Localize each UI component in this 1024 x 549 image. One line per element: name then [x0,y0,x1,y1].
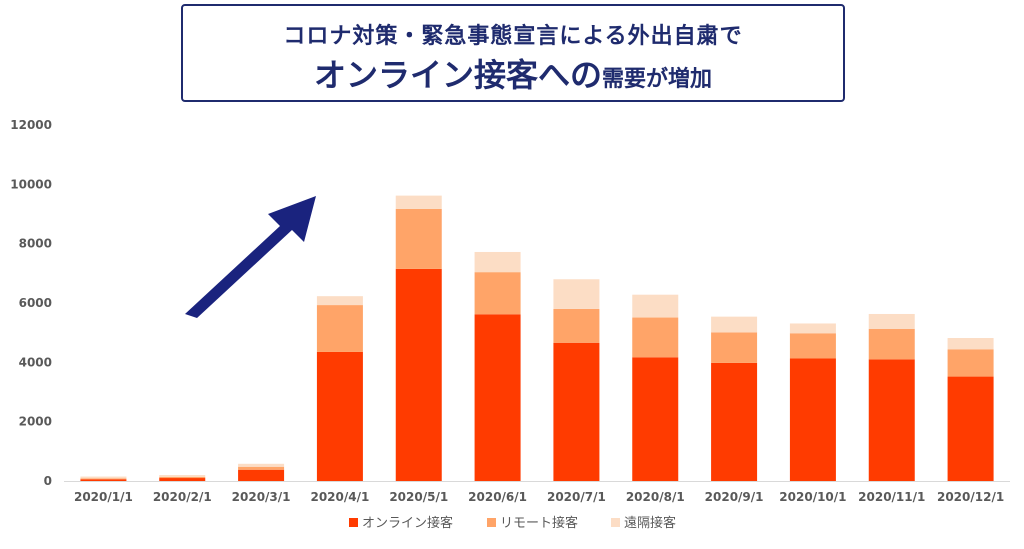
bar-segment-series-0 [789,358,836,481]
y-tick-label: 2000 [19,415,52,429]
bar-segment-series-1 [395,208,442,269]
bar-segment-series-2 [553,279,600,309]
x-tick-label: 2020/6/1 [468,490,527,504]
bar-segment-series-0 [395,268,442,481]
bar-segment-series-2 [238,463,285,467]
x-tick-label: 2020/4/1 [310,490,369,504]
growth-arrow [185,196,316,318]
x-tick-label: 2020/1/1 [74,490,133,504]
legend-swatch-series-1 [487,518,496,527]
bar-segment-series-1 [159,476,206,479]
bar-segment-series-0 [316,351,363,481]
bar-segment-series-1 [947,349,994,377]
x-tick-label: 2020/11/1 [858,490,925,504]
bar-segment-series-1 [632,317,679,358]
bar-segment-series-1 [868,328,915,360]
headline-suffix: 需要が増加 [602,67,713,92]
bar-segment-series-0 [868,359,915,481]
bar-segment-series-1 [711,332,758,363]
x-tick-label: 2020/3/1 [232,490,291,504]
y-tick-label: 10000 [10,177,52,191]
bar-segment-series-1 [789,333,836,359]
bar-segment-series-2 [316,296,363,306]
y-tick-label: 8000 [19,237,52,251]
legend-label-series-0: オンライン接客 [362,515,453,531]
bars [80,195,994,481]
bar-segment-series-2 [789,323,836,334]
y-tick-label: 12000 [10,118,52,132]
bar-segment-series-0 [159,478,206,481]
bar-segment-series-1 [316,305,363,352]
y-tick-label: 0 [44,474,52,488]
bar-segment-series-0 [474,314,521,481]
headline-emphasis: オンライン接客への [313,56,602,94]
bar-segment-series-1 [474,272,521,315]
legend-swatch-series-2 [611,518,620,527]
y-tick-label: 4000 [19,355,52,369]
legend-label-series-2: 遠隔接客 [624,515,676,531]
bar-segment-series-0 [553,342,600,481]
bar-segment-series-2 [947,338,994,350]
x-axis: 2020/1/1 2020/2/1 2020/3/1 2020/4/1 2020/5/1… [64,481,1010,504]
bar-segment-series-2 [159,475,206,477]
headline-line1: コロナ対策・緊急事態宣言による外出自粛で [283,24,743,49]
x-tick-label: 2020/2/1 [153,490,212,504]
bar-segment-series-0 [711,362,758,481]
bar-segment-series-1 [553,308,600,343]
growth-arrow-shape [185,196,316,318]
headline-line2: オンライン接客への需要が増加 [183,50,843,96]
y-tick-label: 6000 [19,296,52,310]
x-tick-label: 2020/12/1 [937,490,1004,504]
bar-segment-series-1 [238,466,285,470]
legend-swatch-series-0 [349,518,358,527]
bar-segment-series-2 [632,294,679,318]
x-tick-label: 2020/9/1 [705,490,764,504]
bar-segment-series-2 [80,476,127,479]
bar-segment-series-2 [868,313,915,329]
headline-box: コロナ対策・緊急事態宣言による外出自粛で オンライン接客への需要が増加 [181,4,845,102]
bar-segment-series-0 [632,357,679,481]
x-tick-label: 2020/7/1 [547,490,606,504]
y-axis: 0 2000 4000 6000 8000 10000 12000 [10,118,52,488]
bar-segment-series-2 [711,316,758,333]
x-tick-label: 2020/5/1 [389,490,448,504]
bar-segment-series-1 [80,478,127,480]
x-tick-label: 2020/10/1 [779,490,846,504]
bar-segment-series-0 [80,479,127,481]
bar-segment-series-2 [474,251,521,273]
bar-segment-series-0 [947,376,994,481]
legend: オンライン接客 リモート接客 遠隔接客 [349,515,676,531]
bar-segment-series-2 [395,195,442,209]
legend-label-series-1: リモート接客 [500,515,578,531]
x-tick-label: 2020/8/1 [626,490,685,504]
bar-segment-series-0 [238,469,285,481]
